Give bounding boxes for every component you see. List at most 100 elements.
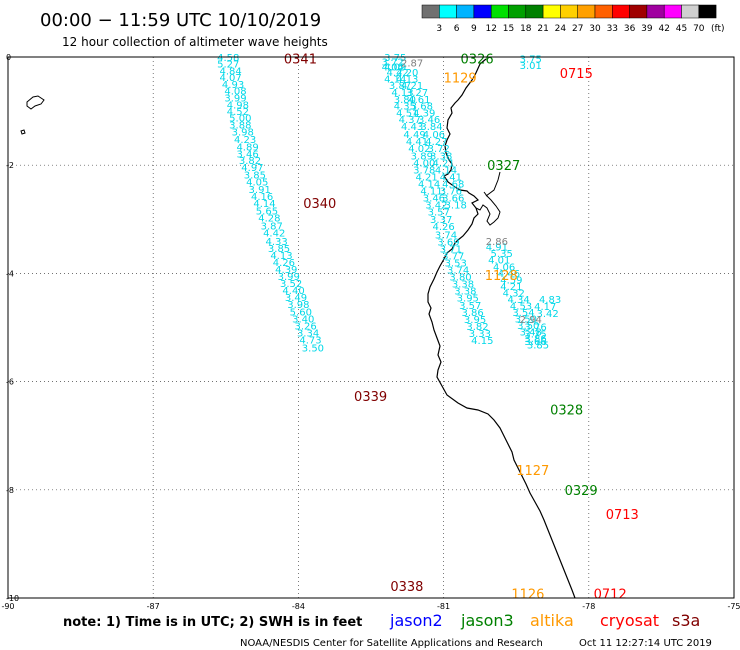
swh-value: 3.42 [537, 309, 559, 320]
plot-area: 4.585.274.844.074.934.083.994.984.525.00… [7, 53, 735, 603]
swh-value: 4.00 [413, 158, 435, 169]
swh-value: 3.72 [428, 144, 450, 155]
swh-value: 3.78 [413, 166, 435, 177]
swh-value: 4.68 [442, 180, 464, 191]
pass-time-label: 1128 [485, 269, 518, 284]
swh-value-low: 2.87 [401, 58, 423, 69]
swh-value: 4.21 [500, 282, 522, 293]
swh-value: 3.38 [430, 151, 452, 162]
swh-value: 4.97 [241, 163, 263, 174]
swh-value: 3.95 [457, 294, 479, 305]
data-marks: 4.585.274.844.074.934.083.994.984.525.00… [217, 53, 561, 355]
swh-value: 4.05 [246, 177, 268, 188]
swh-value: 5.60 [290, 307, 312, 318]
swh-value: 5.00 [229, 114, 251, 125]
y-tick-label: -4 [6, 269, 14, 278]
swh-value: 4.06 [423, 130, 445, 141]
scale-swatch [525, 4, 544, 19]
swh-value: 3.95 [464, 315, 486, 326]
swh-value: 3.87 [389, 81, 411, 92]
swh-value: 3.75 [520, 55, 542, 66]
scale-label: 45 [676, 24, 687, 34]
swh-value: 3.74 [447, 266, 469, 277]
swh-value: 4.06 [493, 262, 515, 273]
swh-value: 4.39 [413, 109, 435, 120]
swh-value: 3.52 [280, 279, 302, 290]
scale-swatch [456, 4, 475, 19]
scale-label: 42 [658, 24, 669, 34]
scale-label: 36 [624, 24, 636, 34]
swh-value: 3.37 [430, 215, 452, 226]
swh-value: 4.27 [425, 137, 447, 148]
swh-value: 4.41 [406, 137, 428, 148]
pass-time-label: 0713 [606, 508, 639, 523]
scale-swatch [594, 4, 613, 19]
chart-subtitle: 12 hour collection of altimeter wave hei… [62, 35, 328, 49]
swh-value: 3.75 [524, 329, 546, 340]
swh-value: 4.35 [394, 102, 416, 113]
x-tick-label: -81 [437, 602, 450, 611]
swh-value: 4.39 [275, 265, 297, 276]
swh-value: 4.17 [534, 302, 556, 313]
swh-value: 3.50 [515, 314, 537, 325]
scale-swatch [577, 4, 596, 19]
swh-value: 4.28 [258, 214, 280, 225]
swh-value: 4.08 [224, 87, 246, 98]
scale-swatch [508, 4, 527, 19]
scale-label: 6 [454, 24, 460, 34]
satellite-name: jason2 [389, 611, 443, 630]
swh-value: 3.85 [244, 170, 266, 181]
map-background [8, 57, 734, 598]
swh-value: 3.91 [249, 185, 271, 196]
pass-time-label: 0328 [550, 404, 583, 419]
scale-label: 3 [436, 24, 442, 34]
swh-value: 3.54 [512, 308, 534, 319]
pass-time-label: 1127 [516, 464, 549, 479]
swh-value: 4.14 [418, 180, 440, 191]
swh-value: 4.20 [396, 68, 418, 79]
swh-value: 4.53 [510, 301, 532, 312]
swh-value: 3.46 [418, 115, 440, 126]
swh-value: 4.42 [263, 228, 285, 239]
scale-swatch [560, 4, 578, 19]
x-tick-label: -87 [147, 602, 160, 611]
scale-swatch [663, 4, 682, 19]
gulf-shore [475, 191, 501, 226]
swh-value: 3.86 [524, 334, 546, 345]
swh-value: 3.57 [459, 301, 481, 312]
scale-swatch [439, 4, 457, 19]
gulf-river [485, 171, 501, 197]
swh-value-low: 2.86 [486, 237, 508, 248]
y-tick-label: -2 [6, 161, 14, 170]
swh-value: 3.38 [452, 280, 474, 291]
scale-swatch [542, 4, 561, 19]
swh-value: 4.84 [220, 67, 242, 78]
swh-value: 4.14 [435, 166, 457, 177]
scale-swatch [629, 4, 648, 19]
swh-value: 3.68 [411, 102, 433, 113]
swh-value: 3.87 [261, 221, 283, 232]
swh-value: 3.69 [437, 237, 459, 248]
scale-label: 18 [520, 24, 532, 34]
swh-value: 4.32 [503, 288, 525, 299]
swh-value: 4.13 [396, 75, 418, 86]
swh-value: 4.14 [384, 75, 406, 86]
swh-value: 4.93 [222, 80, 244, 91]
swh-value: 4.21 [401, 81, 423, 92]
swh-value: 3.42 [425, 201, 447, 212]
pass-labels: 0341 0326 0715 1129 0327 0340 1128 0339 0328 1127… [284, 53, 639, 603]
swh-value: 4.33 [265, 237, 287, 248]
swh-value: 3.89 [411, 151, 433, 162]
swh-value: 3.27 [406, 88, 428, 99]
pass-time-label: 0338 [390, 580, 423, 595]
pass-time-label: 0327 [487, 159, 520, 174]
swh-value: 4.98 [227, 101, 249, 112]
swh-value: 4.43 [401, 122, 423, 133]
scale-swatch [612, 4, 630, 19]
scale-label: 39 [641, 24, 653, 34]
swh-value: 4.41 [440, 173, 462, 184]
pass-time-label: 0340 [303, 197, 336, 212]
scale-swatch [681, 4, 700, 19]
swh-value: 3.46 [423, 194, 445, 205]
satellite-name: cryosat [600, 611, 659, 630]
